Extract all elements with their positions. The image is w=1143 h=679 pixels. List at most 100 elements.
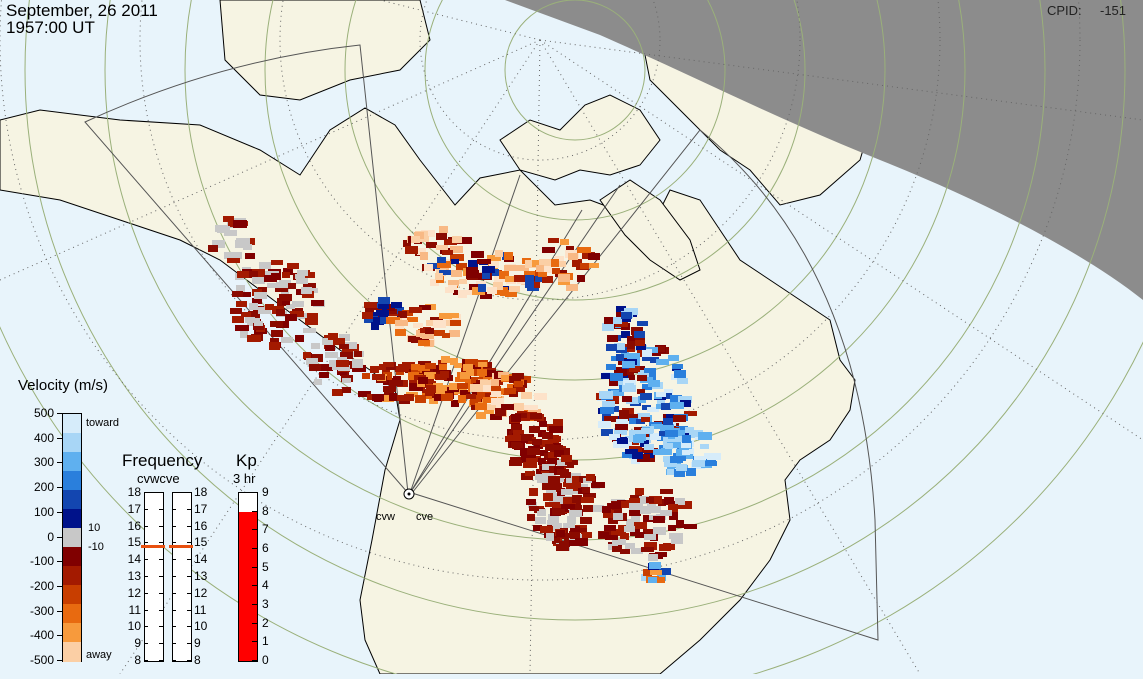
frequency-tick-mark: [159, 643, 163, 645]
scatter-cell: [599, 532, 609, 538]
gs-lower-label: -10: [88, 541, 104, 553]
velocity-color-segment: [63, 490, 81, 510]
scatter-cell: [276, 282, 288, 288]
velocity-tick-mark: [57, 635, 62, 637]
scatter-cell: [566, 284, 578, 291]
scatter-cell: [482, 404, 496, 410]
scatter-cell: [672, 364, 683, 369]
scatter-cell: [523, 462, 537, 468]
frequency-tick-mark: [144, 643, 148, 645]
frequency-tick-label: 15: [194, 535, 208, 550]
scatter-cell: [618, 525, 626, 533]
frequency-tick-mark: [159, 626, 163, 628]
velocity-color-segment: [63, 433, 81, 453]
scatter-cell: [520, 434, 532, 441]
scatter-cell: [610, 373, 623, 381]
frequency-tick-mark: [187, 559, 191, 561]
away-label: away: [86, 649, 112, 661]
scatter-cell: [526, 456, 539, 462]
scatter-cell: [616, 312, 624, 318]
scatter-cell: [480, 292, 492, 299]
kp-tick-label: 7: [262, 522, 269, 537]
frequency-tick-label: 9: [194, 636, 201, 651]
frequency-tick-label: 8: [134, 653, 141, 667]
frequency-tick-label: 12: [194, 585, 208, 600]
scatter-cell: [520, 448, 532, 456]
velocity-tick-label: 0: [47, 529, 54, 544]
scatter-cell: [478, 385, 491, 392]
scatter-cell: [533, 525, 542, 531]
radar-site-marker: [403, 488, 415, 500]
scatter-cell: [389, 380, 403, 386]
cpid-value: -151: [1100, 3, 1127, 18]
scatter-cell: [383, 372, 392, 380]
scatter-cell: [538, 272, 547, 277]
scatter-cell: [566, 476, 574, 483]
scatter-cell: [509, 286, 520, 292]
scatter-cell: [634, 427, 642, 432]
kp-legend-title: Kp: [236, 451, 257, 470]
scatter-cell: [592, 505, 604, 512]
frequency-tick-mark: [187, 542, 191, 544]
scatter-cell: [670, 456, 683, 463]
scatter-cell: [235, 325, 249, 331]
scatter-cell: [364, 302, 377, 308]
scatter-cell: [504, 252, 513, 260]
velocity-color-segment: [63, 585, 81, 605]
scatter-cell: [529, 426, 540, 433]
scatter-cell: [352, 362, 363, 368]
scatter-cell: [303, 328, 316, 333]
scatter-cell: [468, 260, 478, 267]
velocity-tick-label: -300: [29, 603, 54, 618]
frequency-tick-label: 11: [128, 602, 141, 617]
scatter-cell: [456, 263, 467, 270]
scatter-cell: [650, 570, 662, 575]
scatter-cell: [657, 398, 665, 404]
scatter-cell: [309, 364, 321, 371]
scatter-cell: [325, 352, 338, 358]
scatter-cell: [395, 307, 404, 314]
scatter-cell: [623, 442, 632, 448]
cve-radar-label: cve: [416, 511, 434, 523]
scatter-cell: [608, 518, 618, 524]
scatter-cell: [279, 294, 292, 301]
scatter-cell: [658, 568, 671, 575]
frequency-tick-mark: [172, 542, 176, 544]
frequency-tick-label: 10: [127, 619, 141, 634]
scatter-cell: [548, 518, 556, 524]
frequency-tick-mark: [144, 525, 148, 527]
scatter-cell: [325, 345, 335, 351]
scatter-cell: [545, 444, 554, 451]
scatter-cell: [609, 379, 618, 386]
scatter-cell: [644, 542, 657, 550]
scatter-cell: [681, 454, 693, 459]
scatter-cell: [676, 520, 684, 528]
scatter-cell: [352, 365, 366, 372]
scatter-cell: [624, 308, 638, 315]
scatter-cell: [504, 388, 516, 394]
scatter-cell: [458, 395, 466, 403]
scatter-cell: [418, 377, 428, 384]
gs-upper-label: 10: [88, 522, 101, 534]
scatter-cell: [581, 497, 594, 503]
scatter-cell: [682, 435, 691, 443]
scatter-cell: [620, 533, 629, 540]
scatter-cell: [477, 392, 489, 399]
cvw-frequency-box: [144, 492, 164, 662]
arctic-islands: [499, 94, 661, 181]
scatter-cell: [452, 236, 462, 243]
scatter-cell: [612, 539, 626, 545]
scatter-cell: [704, 461, 717, 466]
velocity-tick-label: 200: [33, 480, 54, 495]
scatter-cell: [530, 413, 542, 419]
scatter-cell: [591, 482, 605, 488]
scatter-cell: [373, 317, 384, 325]
scatter-cell: [311, 300, 324, 306]
scatter-cell: [651, 424, 663, 429]
scatter-cell: [466, 267, 478, 272]
scatter-cell: [675, 469, 685, 475]
frequency-tick-mark: [144, 576, 148, 577]
scatter-cell: [450, 358, 458, 365]
scatter-cell: [398, 311, 407, 318]
